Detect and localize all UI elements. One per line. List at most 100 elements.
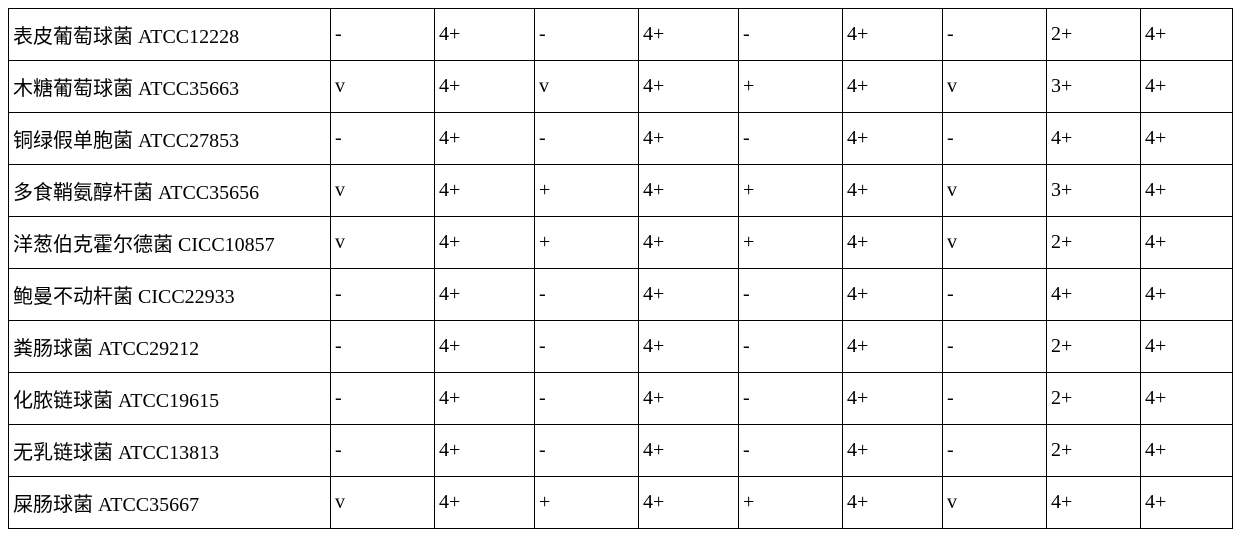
result-cell: + — [535, 217, 639, 269]
result-cell: - — [535, 113, 639, 165]
bacteria-name-cell: 多食鞘氨醇杆菌 ATCC35656 — [9, 165, 331, 217]
table-row: 化脓链球菌 ATCC19615 - 4+ - 4+ - 4+ - 2+ 4+ — [9, 373, 1233, 425]
result-cell: 4+ — [1047, 477, 1141, 529]
table-row: 无乳链球菌 ATCC13813 - 4+ - 4+ - 4+ - 2+ 4+ — [9, 425, 1233, 477]
result-cell: 4+ — [843, 217, 943, 269]
result-cell: 4+ — [435, 477, 535, 529]
bacteria-name-cell: 鲍曼不动杆菌 CICC22933 — [9, 269, 331, 321]
result-cell: 4+ — [639, 373, 739, 425]
result-cell: + — [739, 477, 843, 529]
result-cell: - — [943, 373, 1047, 425]
result-cell: v — [331, 61, 435, 113]
result-cell: + — [739, 165, 843, 217]
table-row: 多食鞘氨醇杆菌 ATCC35656 v 4+ + 4+ + 4+ v 3+ 4+ — [9, 165, 1233, 217]
result-cell: 4+ — [639, 321, 739, 373]
result-cell: v — [331, 217, 435, 269]
result-cell: 4+ — [435, 425, 535, 477]
result-cell: - — [331, 373, 435, 425]
result-cell: + — [739, 61, 843, 113]
result-cell: 4+ — [1141, 165, 1233, 217]
result-cell: - — [943, 425, 1047, 477]
table-row: 表皮葡萄球菌 ATCC12228 - 4+ - 4+ - 4+ - 2+ 4+ — [9, 9, 1233, 61]
result-cell: - — [331, 113, 435, 165]
table-row: 铜绿假单胞菌 ATCC27853 - 4+ - 4+ - 4+ - 4+ 4+ — [9, 113, 1233, 165]
result-cell: - — [331, 425, 435, 477]
result-cell: 2+ — [1047, 9, 1141, 61]
result-cell: 4+ — [1141, 321, 1233, 373]
bacteria-name-cell: 屎肠球菌 ATCC35667 — [9, 477, 331, 529]
result-cell: 2+ — [1047, 217, 1141, 269]
result-cell: 4+ — [435, 321, 535, 373]
result-cell: 4+ — [843, 425, 943, 477]
result-cell: - — [739, 113, 843, 165]
result-cell: - — [535, 269, 639, 321]
result-cell: - — [739, 425, 843, 477]
result-cell: 2+ — [1047, 321, 1141, 373]
result-cell: 4+ — [1141, 269, 1233, 321]
result-cell: 4+ — [435, 165, 535, 217]
result-cell: v — [943, 217, 1047, 269]
result-cell: 4+ — [1141, 61, 1233, 113]
result-cell: 4+ — [843, 61, 943, 113]
table-row: 木糖葡萄球菌 ATCC35663 v 4+ v 4+ + 4+ v 3+ 4+ — [9, 61, 1233, 113]
result-cell: - — [943, 113, 1047, 165]
result-cell: 4+ — [843, 321, 943, 373]
result-cell: + — [739, 217, 843, 269]
result-cell: 4+ — [639, 425, 739, 477]
result-cell: + — [535, 165, 639, 217]
result-cell: 2+ — [1047, 373, 1141, 425]
result-cell: 4+ — [1141, 217, 1233, 269]
result-cell: 4+ — [843, 373, 943, 425]
result-cell: 4+ — [843, 269, 943, 321]
result-cell: 4+ — [639, 165, 739, 217]
result-cell: 4+ — [639, 61, 739, 113]
bacteria-name-cell: 铜绿假单胞菌 ATCC27853 — [9, 113, 331, 165]
result-cell: 4+ — [1141, 9, 1233, 61]
table-body: 表皮葡萄球菌 ATCC12228 - 4+ - 4+ - 4+ - 2+ 4+ … — [9, 9, 1233, 529]
result-cell: - — [535, 321, 639, 373]
result-cell: 4+ — [639, 477, 739, 529]
result-cell: v — [535, 61, 639, 113]
result-cell: v — [943, 61, 1047, 113]
result-cell: - — [739, 373, 843, 425]
result-cell: v — [943, 477, 1047, 529]
result-cell: 4+ — [843, 477, 943, 529]
table-row: 粪肠球菌 ATCC29212 - 4+ - 4+ - 4+ - 2+ 4+ — [9, 321, 1233, 373]
result-cell: 4+ — [1141, 477, 1233, 529]
result-cell: - — [739, 9, 843, 61]
result-cell: - — [943, 9, 1047, 61]
result-cell: 4+ — [843, 113, 943, 165]
result-cell: - — [331, 9, 435, 61]
result-cell: - — [331, 321, 435, 373]
result-cell: v — [331, 165, 435, 217]
result-cell: - — [943, 321, 1047, 373]
result-cell: - — [943, 269, 1047, 321]
result-cell: - — [535, 373, 639, 425]
result-cell: 4+ — [1047, 269, 1141, 321]
bacteria-name-cell: 木糖葡萄球菌 ATCC35663 — [9, 61, 331, 113]
result-cell: 4+ — [843, 9, 943, 61]
result-cell: - — [535, 425, 639, 477]
bacteria-name-cell: 粪肠球菌 ATCC29212 — [9, 321, 331, 373]
result-cell: 4+ — [1141, 373, 1233, 425]
result-cell: 4+ — [639, 9, 739, 61]
result-cell: 4+ — [1141, 113, 1233, 165]
result-cell: v — [331, 477, 435, 529]
result-cell: 4+ — [435, 269, 535, 321]
table-row: 屎肠球菌 ATCC35667 v 4+ + 4+ + 4+ v 4+ 4+ — [9, 477, 1233, 529]
result-cell: 4+ — [435, 61, 535, 113]
bacteria-name-cell: 洋葱伯克霍尔德菌 CICC10857 — [9, 217, 331, 269]
bacteria-name-cell: 表皮葡萄球菌 ATCC12228 — [9, 9, 331, 61]
result-cell: 2+ — [1047, 425, 1141, 477]
result-cell: v — [943, 165, 1047, 217]
result-cell: 4+ — [1141, 425, 1233, 477]
result-cell: 4+ — [843, 165, 943, 217]
result-cell: - — [739, 269, 843, 321]
result-cell: - — [535, 9, 639, 61]
result-cell: 3+ — [1047, 61, 1141, 113]
result-cell: 4+ — [1047, 113, 1141, 165]
result-cell: 4+ — [435, 217, 535, 269]
result-cell: + — [535, 477, 639, 529]
result-cell: 4+ — [639, 217, 739, 269]
bacteria-name-cell: 化脓链球菌 ATCC19615 — [9, 373, 331, 425]
